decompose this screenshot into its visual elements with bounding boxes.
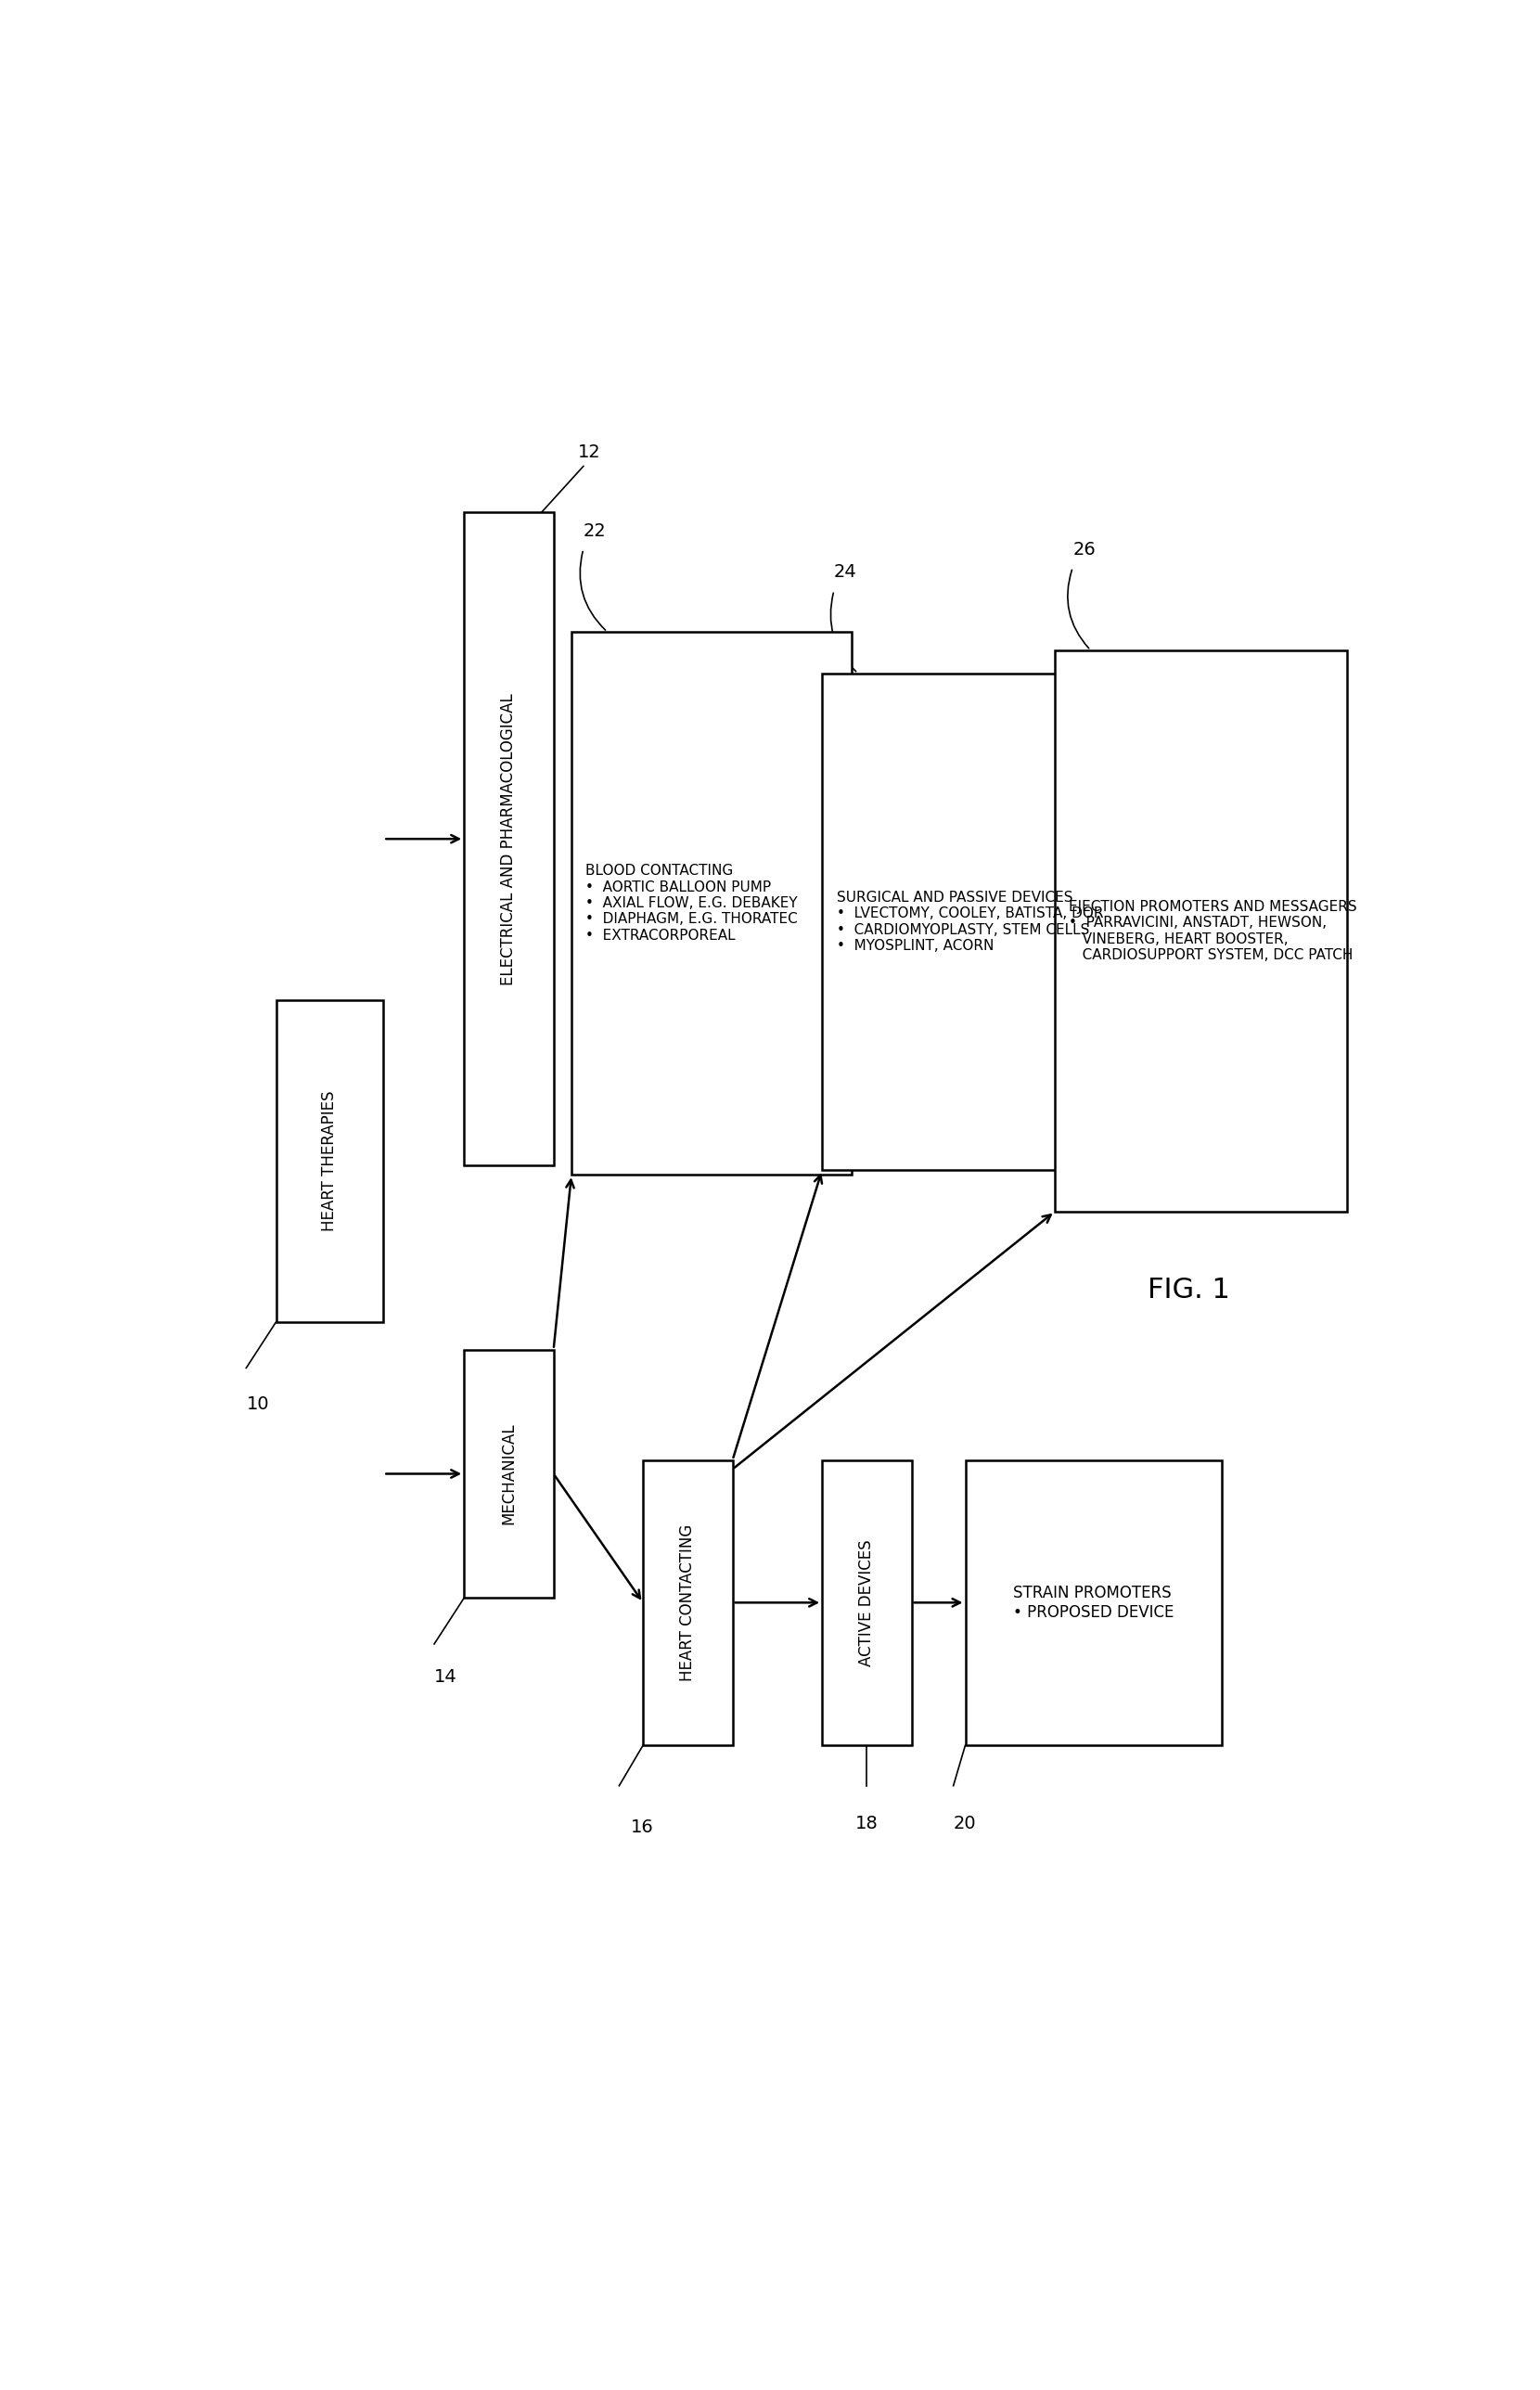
Bar xyxy=(1055,650,1348,1212)
Bar xyxy=(464,511,553,1166)
Text: HEART THERAPIES: HEART THERAPIES xyxy=(322,1090,339,1231)
Text: 24: 24 xyxy=(835,564,856,581)
Text: 12: 12 xyxy=(578,442,601,461)
Text: 16: 16 xyxy=(631,1819,654,1836)
Text: ACTIVE DEVICES: ACTIVE DEVICES xyxy=(858,1539,875,1666)
Bar xyxy=(276,999,383,1322)
Bar xyxy=(822,674,1078,1171)
Bar xyxy=(464,1350,553,1599)
Bar xyxy=(966,1460,1221,1745)
Text: 14: 14 xyxy=(434,1668,457,1685)
Text: MECHANICAL: MECHANICAL xyxy=(500,1422,517,1525)
Bar xyxy=(571,631,852,1176)
Text: 22: 22 xyxy=(584,521,607,540)
Text: HEART CONTACTING: HEART CONTACTING xyxy=(679,1525,696,1680)
Text: 20: 20 xyxy=(953,1814,976,1833)
Text: SURGICAL AND PASSIVE DEVICES
•  LVECTOMY, COOLEY, BATISTA, DOR
•  CARDIOMYOPLAST: SURGICAL AND PASSIVE DEVICES • LVECTOMY,… xyxy=(836,891,1103,954)
Text: EJECTION PROMOTERS AND MESSAGERS
•  PARRAVICINI, ANSTADT, HEWSON,
   VINEBERG, H: EJECTION PROMOTERS AND MESSAGERS • PARRA… xyxy=(1069,899,1357,963)
Text: 10: 10 xyxy=(246,1396,270,1412)
Text: FIG. 1: FIG. 1 xyxy=(1147,1276,1230,1303)
Text: BLOOD CONTACTING
•  AORTIC BALLOON PUMP
•  AXIAL FLOW, E.G. DEBAKEY
•  DIAPHAGM,: BLOOD CONTACTING • AORTIC BALLOON PUMP •… xyxy=(585,865,798,942)
Text: 18: 18 xyxy=(855,1814,878,1833)
Text: STRAIN PROMOTERS
• PROPOSED DEVICE: STRAIN PROMOTERS • PROPOSED DEVICE xyxy=(1013,1585,1173,1620)
Bar xyxy=(644,1460,733,1745)
Bar xyxy=(822,1460,912,1745)
Text: ELECTRICAL AND PHARMACOLOGICAL: ELECTRICAL AND PHARMACOLOGICAL xyxy=(500,693,517,985)
Text: 26: 26 xyxy=(1073,540,1095,559)
